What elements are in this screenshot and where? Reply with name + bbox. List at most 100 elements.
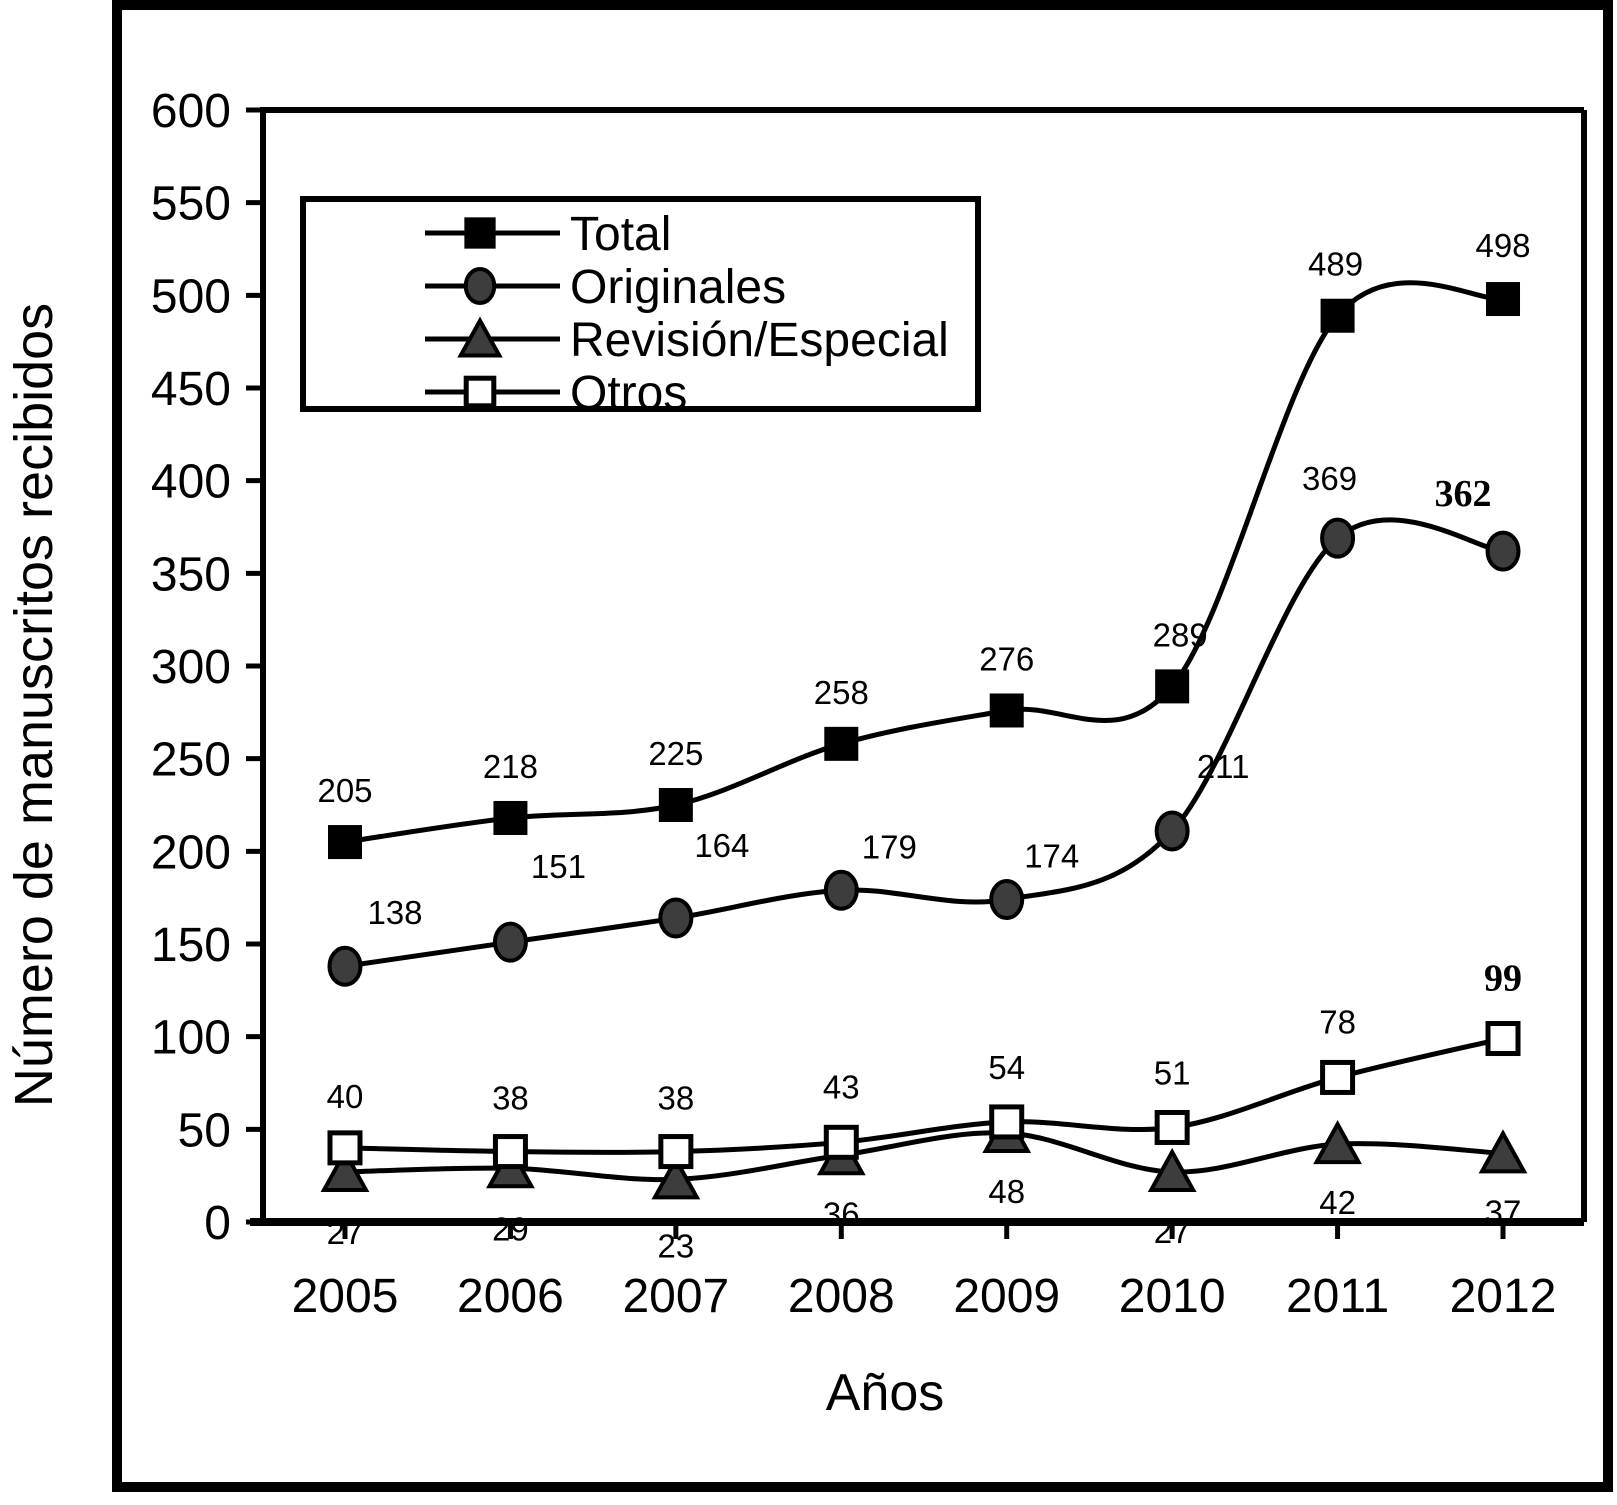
legend-entry-total: Total xyxy=(425,208,671,261)
y-axis-tick-label: 150 xyxy=(151,919,231,972)
series-line-originales xyxy=(344,517,1504,969)
x-axis-tick-label: 2005 xyxy=(292,1270,399,1323)
value-label-originales-2012: 362 xyxy=(1435,473,1492,515)
x-axis-tick-label: 2006 xyxy=(457,1270,564,1323)
value-label-originales-2006: 151 xyxy=(531,848,586,885)
value-label-otros-2010: 51 xyxy=(1154,1054,1191,1091)
x-axis-tick-label: 2007 xyxy=(622,1270,729,1323)
value-label-originales-2010: 211 xyxy=(1197,748,1250,785)
marker-originales-2012 xyxy=(1485,530,1521,572)
marker-otros-2006 xyxy=(492,1134,528,1170)
value-label-total-2007: 225 xyxy=(648,735,703,772)
legend-marker-total-icon xyxy=(464,217,496,249)
y-axis-tick-label: 100 xyxy=(151,1012,231,1065)
y-axis-tick-label: 600 xyxy=(151,85,231,138)
marker-total-2007 xyxy=(658,788,693,822)
marker-otros-2008 xyxy=(823,1124,859,1160)
y-axis-tick-label: 400 xyxy=(151,456,231,509)
value-label-revisi-n-especial-2007: 23 xyxy=(658,1227,695,1264)
marker-total-2008 xyxy=(824,726,859,761)
value-label-revisi-n-especial-2009: 48 xyxy=(988,1173,1025,1210)
value-label-total-2009: 276 xyxy=(979,640,1034,677)
marker-total-2012 xyxy=(1486,282,1521,317)
marker-revisi-n-especial-2010 xyxy=(1147,1147,1197,1192)
value-label-revisi-n-especial-2011: 42 xyxy=(1319,1184,1356,1221)
value-label-total-2012: 498 xyxy=(1475,227,1530,264)
value-label-otros-2006: 38 xyxy=(492,1080,529,1117)
value-label-originales-2007: 164 xyxy=(694,827,749,864)
legend-entry-originales: Originales xyxy=(425,261,786,314)
value-label-otros-2012: 99 xyxy=(1484,958,1522,1000)
marker-otros-2007 xyxy=(658,1134,694,1170)
y-axis-tick-label: 550 xyxy=(151,178,231,231)
marker-originales-2009 xyxy=(989,879,1025,921)
x-axis-title: Años xyxy=(826,1364,945,1422)
marker-originales-2005 xyxy=(327,945,363,987)
value-label-otros-2011: 78 xyxy=(1319,1003,1356,1040)
value-label-otros-2009: 54 xyxy=(988,1049,1025,1086)
marker-originales-2006 xyxy=(492,921,528,963)
series-lines xyxy=(344,280,1504,1183)
x-axis-tick-label: 2008 xyxy=(788,1270,895,1323)
legend-marker-otros-icon xyxy=(463,375,497,409)
axes: 0 50 100 150 200 250 300 350 400 450 500 550 600 2005… xyxy=(4,85,1587,1422)
figure-border xyxy=(112,0,1613,1492)
marker-total-2010 xyxy=(1155,669,1190,704)
legend-label-otros: Otros xyxy=(570,367,687,420)
marker-total-2006 xyxy=(493,800,528,835)
marker-total-2005 xyxy=(328,825,362,860)
y-axis-tick-label: 500 xyxy=(151,270,231,323)
y-axis-tick-label: 300 xyxy=(151,641,231,694)
value-label-originales-2009: 174 xyxy=(1024,838,1079,875)
x-axis-tick-label: 2009 xyxy=(953,1270,1060,1323)
value-label-revisi-n-especial-2005: 27 xyxy=(327,1214,364,1251)
value-label-otros-2007: 38 xyxy=(658,1080,695,1117)
value-label-originales-2011: 369 xyxy=(1302,460,1357,497)
marker-revisi-n-especial-2005 xyxy=(320,1147,370,1192)
value-label-total-2006: 218 xyxy=(483,748,538,785)
marker-otros-2009 xyxy=(989,1104,1025,1140)
marker-originales-2007 xyxy=(658,897,694,939)
legend-marker-originales-icon xyxy=(463,266,497,306)
legend-label-total: Total xyxy=(570,208,671,261)
y-axis-tick-label: 250 xyxy=(151,734,231,787)
value-label-originales-2008: 179 xyxy=(862,828,917,865)
value-label-revisi-n-especial-2008: 36 xyxy=(823,1195,860,1232)
value-label-total-2005: 205 xyxy=(317,772,372,809)
marker-originales-2011 xyxy=(1320,517,1356,559)
value-label-otros-2008: 43 xyxy=(823,1068,860,1105)
x-axis-tick-label: 2012 xyxy=(1450,1270,1557,1323)
value-label-total-2008: 258 xyxy=(814,674,869,711)
y-axis-title: Número de manuscritos recibidos xyxy=(4,303,64,1107)
marker-revisi-n-especial-2011 xyxy=(1313,1120,1362,1165)
y-axis-tick-label: 450 xyxy=(151,363,231,416)
series-markers xyxy=(320,282,1528,1200)
marker-otros-2012 xyxy=(1485,1021,1521,1057)
legend-marker-revisi-n-especial-icon xyxy=(457,316,503,358)
y-axis-tick-label: 200 xyxy=(151,826,231,879)
y-axis-tick-label: 50 xyxy=(178,1104,231,1157)
legend-label-originales: Originales xyxy=(570,261,786,314)
marker-originales-2008 xyxy=(823,869,859,911)
legend-box xyxy=(300,196,981,412)
series-line-total xyxy=(344,280,1504,845)
x-axis-tick-label: 2011 xyxy=(1286,1270,1389,1323)
value-label-revisi-n-especial-2012: 37 xyxy=(1485,1193,1522,1230)
value-label-revisi-n-especial-2006: 29 xyxy=(492,1210,529,1247)
legend-label-revisi-n-especial: Revisión/Especial xyxy=(570,314,949,367)
legend-entry-revisi-n-especial: Revisión/Especial xyxy=(425,314,949,367)
marker-otros-2010 xyxy=(1154,1109,1190,1145)
series-line-revisi-n-especial xyxy=(344,1130,1504,1183)
value-label-total-2011: 489 xyxy=(1308,246,1363,283)
value-label-originales-2005: 138 xyxy=(367,894,422,931)
marker-otros-2005 xyxy=(327,1130,363,1166)
legend-entry-otros: Otros xyxy=(425,367,687,420)
marker-originales-2010 xyxy=(1154,810,1190,852)
marker-total-2011 xyxy=(1320,298,1355,333)
marker-revisi-n-especial-2012 xyxy=(1478,1129,1528,1174)
marker-revisi-n-especial-2007 xyxy=(651,1155,701,1200)
x-axis-tick-label: 2010 xyxy=(1119,1270,1226,1323)
